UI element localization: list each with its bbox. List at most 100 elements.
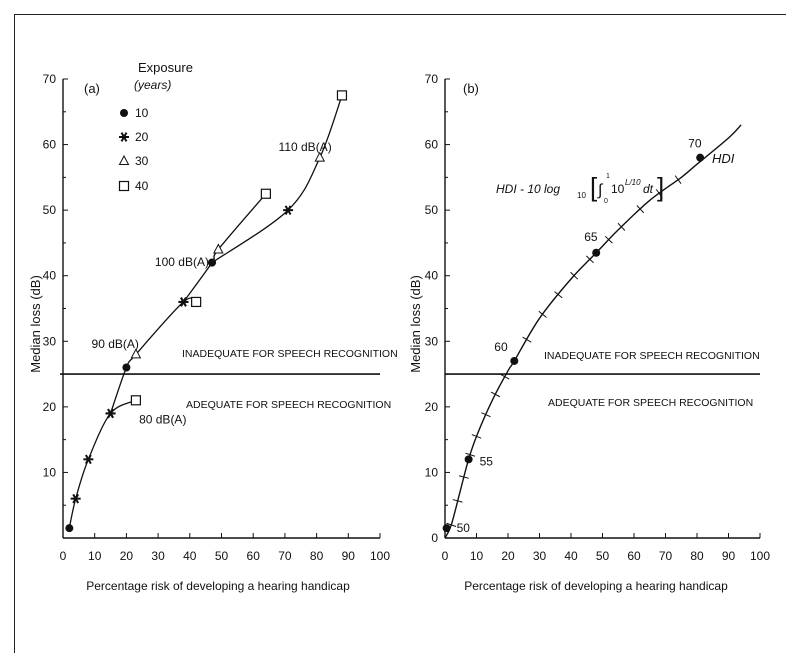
data-point-star	[70, 493, 81, 504]
data-point-star-stroke	[84, 454, 92, 465]
panel-b-x-tick-label: 30	[533, 549, 547, 563]
hdi-curve-tick	[604, 235, 613, 244]
legend-marker-dot	[120, 109, 128, 117]
legend-marker-star	[119, 132, 129, 142]
series-label: 110 dB(A)	[279, 140, 332, 154]
panel-b-x-tick-label: 60	[627, 549, 641, 563]
panel-b-y-tick-label: 30	[425, 334, 439, 348]
panel-a-x-tick-label: 40	[183, 549, 197, 563]
legend-label: 40	[135, 179, 149, 193]
hdi-curve-tick	[490, 391, 501, 398]
panel-a-x-tick-label: 0	[60, 549, 67, 563]
hdi-labeled-point	[464, 455, 473, 464]
hdi-curve-tick	[655, 189, 663, 198]
hdi-curve	[444, 124, 742, 539]
data-point-star-stroke	[72, 493, 80, 504]
formula-dt: dt	[643, 182, 654, 196]
panel-b-xlabel: Percentage risk of developing a hearing …	[464, 579, 728, 593]
legend-marker-star-stroke	[120, 132, 128, 142]
panel-a-ylabel: Median loss (dB)	[28, 275, 43, 373]
hdi-curve-tick	[674, 175, 682, 184]
hdi-point-label: 70	[688, 137, 702, 151]
series-label: 80 dB(A)	[139, 412, 186, 426]
legend-label: 10	[135, 106, 149, 120]
hdi-curve-tick	[554, 291, 563, 299]
formula-exponent: L/10	[625, 178, 641, 187]
hdi-curve-tick	[452, 499, 463, 503]
hdi-curve-tick	[458, 475, 469, 479]
panel-a-x-tick-label: 60	[247, 549, 261, 563]
data-point-star	[83, 454, 94, 465]
panel-a-x-tick-label: 90	[342, 549, 356, 563]
hdi-formula: HDI - 10 log 10 [ ∫ 1 0 10 L/10 dt ]	[496, 172, 664, 205]
panel-b-x-tick-label: 20	[501, 549, 515, 563]
data-point-triangle	[130, 348, 142, 359]
hdi-labeled-point	[510, 356, 519, 365]
hdi-curve-tick	[636, 205, 645, 214]
panel-b-x-tick-label: 0	[442, 549, 449, 563]
data-point-square	[260, 188, 271, 199]
legend-subtitle: (years)	[134, 78, 171, 92]
panel-b-y-tick-label: 50	[425, 203, 439, 217]
chart-marks: 0 10 20 30 40 50 60 70 80 90 100102030405060701020…	[43, 72, 771, 563]
data-point-triangle	[212, 243, 224, 254]
data-point-triangle	[314, 151, 326, 162]
panel-b-y-tick-label: 60	[425, 138, 439, 152]
hdi-curve-tick	[522, 336, 532, 343]
hdi-labeled-point	[696, 153, 705, 162]
panel-b-y-tick-label: 70	[425, 72, 439, 86]
panel-a-y-tick-label: 30	[43, 334, 57, 348]
panel-a-x-tick-label: 100	[370, 549, 390, 563]
formula-upper-limit: 1	[606, 173, 610, 180]
formula-bracket-left: [	[590, 172, 598, 202]
series-label: 100 dB(A)	[155, 255, 209, 269]
formula-lhs: HDI - 10 log	[496, 182, 560, 196]
data-point-square	[130, 395, 142, 406]
hdi-curve-tick	[471, 434, 482, 439]
legend: 10 20 30 40	[118, 106, 149, 193]
panel-a-label: (a)	[84, 81, 100, 96]
legend-title: Exposure	[138, 60, 193, 75]
legend-label: 20	[135, 130, 149, 144]
panel-b: (b) Median loss (dB) Percentage risk of …	[408, 81, 760, 593]
panel-b-marks: 0 10 20 30 40 50 60 70 80 90 100010203040506070505…	[425, 72, 771, 563]
panel-b-x-tick-label: 70	[659, 549, 673, 563]
legend-marker-triangle	[118, 154, 130, 165]
panel-a-xlabel: Percentage risk of developing a hearing …	[86, 579, 350, 593]
hdi-curve-tick	[481, 412, 491, 418]
panel-b-y-tick-label: 40	[425, 269, 439, 283]
hdi-curve-label: HDI	[712, 151, 735, 166]
panel-a-x-tick-label: 10	[88, 549, 102, 563]
panel-a-annotation-above: INADEQUATE FOR SPEECH RECOGNITION	[182, 348, 398, 360]
legend-label: 30	[135, 154, 149, 168]
formula-log-base: 10	[577, 191, 586, 200]
panel-b-y-tick-label: 10	[425, 465, 439, 479]
panel-a-y-tick-label: 20	[43, 400, 57, 414]
hdi-point-label: 65	[584, 230, 598, 244]
panel-a-y-tick-label: 50	[43, 203, 57, 217]
panel-b-label: (b)	[463, 81, 479, 96]
hdi-labeled-point	[592, 248, 601, 257]
data-point-star	[283, 205, 294, 215]
series-curve	[182, 193, 267, 303]
formula-integral: ∫	[597, 182, 604, 199]
panel-a: (a) Median loss (dB) Percentage risk of …	[28, 60, 398, 593]
formula-base: 10	[611, 182, 625, 196]
panel-a-x-tick-label: 80	[310, 549, 324, 563]
hdi-curve-tick	[446, 522, 457, 527]
panel-a-y-tick-label: 70	[43, 72, 57, 86]
panel-b-y-tick-label: 20	[425, 400, 439, 414]
formula-lower-limit: 0	[604, 198, 608, 205]
panel-a-y-tick-label: 10	[43, 465, 57, 479]
panel-b-x-tick-label: 100	[750, 549, 770, 563]
formula-bracket-right: ]	[657, 172, 664, 202]
panel-a-x-tick-label: 50	[215, 549, 229, 563]
panel-a-y-tick-label: 60	[43, 138, 57, 152]
hdi-point-label: 55	[480, 454, 494, 468]
panel-b-x-tick-label: 90	[722, 549, 736, 563]
figure-frame	[14, 14, 786, 653]
panel-b-ylabel: Median loss (dB)	[408, 275, 423, 373]
data-point-dot	[65, 524, 74, 533]
data-point-square	[191, 296, 202, 308]
